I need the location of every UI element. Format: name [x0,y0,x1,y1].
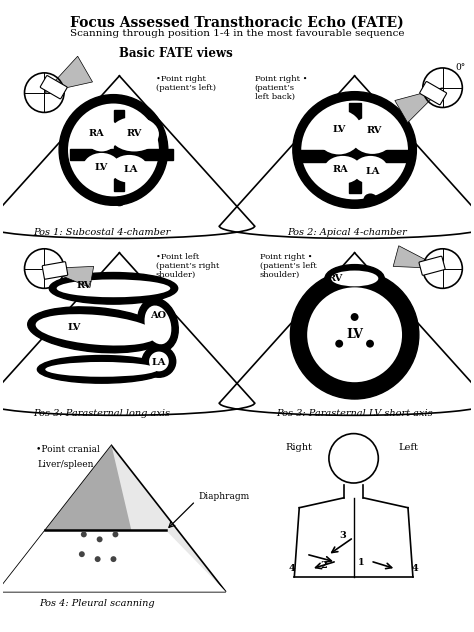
Text: Pos 3: Parasternal LV short axis: Pos 3: Parasternal LV short axis [276,409,433,418]
Text: Diaphragm: Diaphragm [199,492,250,501]
Ellipse shape [68,104,159,197]
Text: Left: Left [398,444,418,453]
Ellipse shape [109,117,159,152]
Text: 2: 2 [320,561,327,569]
Text: 0°: 0° [456,63,465,72]
Text: 4: 4 [289,564,295,573]
Text: LV: LV [332,125,346,134]
Text: Pos 1: Subcostal 4-chamber: Pos 1: Subcostal 4-chamber [33,228,170,237]
Circle shape [95,556,100,562]
Ellipse shape [113,197,125,206]
Text: LA: LA [152,358,166,367]
Circle shape [307,288,402,382]
Polygon shape [44,56,92,93]
Text: LV: LV [346,328,363,341]
Ellipse shape [145,305,172,344]
Ellipse shape [324,156,362,183]
Text: RV: RV [327,274,343,283]
Text: 4: 4 [412,564,419,573]
Polygon shape [44,267,94,288]
Ellipse shape [142,346,176,377]
Ellipse shape [59,95,168,205]
Ellipse shape [350,116,395,154]
Ellipse shape [325,265,384,292]
Text: •Point right
(patient’s left): •Point right (patient’s left) [156,75,216,92]
Text: Right: Right [286,444,313,453]
Ellipse shape [83,153,120,183]
Text: RA: RA [89,129,105,138]
Text: Pos 2: Apical 4-chamber: Pos 2: Apical 4-chamber [287,228,407,237]
Ellipse shape [301,100,408,199]
Ellipse shape [36,314,158,346]
Ellipse shape [46,362,158,377]
Text: LV: LV [95,163,108,173]
Ellipse shape [49,272,178,304]
FancyBboxPatch shape [420,82,447,105]
Text: LA: LA [365,167,380,176]
Text: Focus Assessed Transthoracic Echo (FATE): Focus Assessed Transthoracic Echo (FATE) [70,16,404,30]
FancyBboxPatch shape [419,256,445,276]
Text: Point right •
(patient’s left
shoulder): Point right • (patient’s left shoulder) [260,253,317,279]
Text: LV: LV [67,324,81,332]
Polygon shape [395,88,443,123]
Text: Scanning through position 1-4 in the most favourable sequence: Scanning through position 1-4 in the mos… [70,30,404,39]
Text: LA: LA [124,165,138,174]
Ellipse shape [331,270,378,286]
Text: •Point left
(patient’s right
shoulder): •Point left (patient’s right shoulder) [156,253,219,279]
Ellipse shape [27,307,165,353]
Ellipse shape [56,279,170,297]
Text: Pos 3: Parasternal long axis: Pos 3: Parasternal long axis [33,409,170,418]
FancyBboxPatch shape [40,76,67,99]
Text: Point right •
(patient’s
left back): Point right • (patient’s left back) [255,75,307,101]
Text: 3: 3 [340,531,346,540]
Ellipse shape [137,298,178,351]
Text: Liver/spleen: Liver/spleen [37,460,94,470]
Circle shape [366,340,374,348]
Text: RV: RV [367,126,382,135]
Polygon shape [114,111,124,191]
FancyBboxPatch shape [42,262,68,279]
Polygon shape [45,446,131,530]
Circle shape [112,532,118,537]
Text: AO: AO [150,312,166,320]
Circle shape [291,270,419,399]
Circle shape [81,532,87,537]
Text: Pos 4: Pleural scanning: Pos 4: Pleural scanning [39,599,155,607]
Text: RA: RA [333,165,349,174]
Circle shape [79,551,85,557]
Polygon shape [70,149,173,160]
Ellipse shape [315,110,363,154]
Text: RV: RV [76,281,91,290]
Circle shape [97,537,102,542]
Ellipse shape [293,92,416,209]
Polygon shape [393,246,443,269]
Text: •Point cranial: •Point cranial [36,446,100,454]
Ellipse shape [110,155,148,183]
Polygon shape [0,530,226,592]
Ellipse shape [353,156,388,183]
Text: 1: 1 [357,557,364,566]
Text: RV: RV [127,129,142,138]
Polygon shape [0,446,226,592]
Circle shape [335,340,343,348]
Text: Basic FATE views: Basic FATE views [119,47,233,60]
Ellipse shape [364,193,377,205]
Ellipse shape [37,356,166,383]
Polygon shape [299,150,412,162]
Ellipse shape [84,117,119,152]
Circle shape [351,313,358,321]
Ellipse shape [149,351,169,372]
Text: Lung: Lung [95,566,118,574]
Polygon shape [349,102,361,193]
Circle shape [110,556,117,562]
